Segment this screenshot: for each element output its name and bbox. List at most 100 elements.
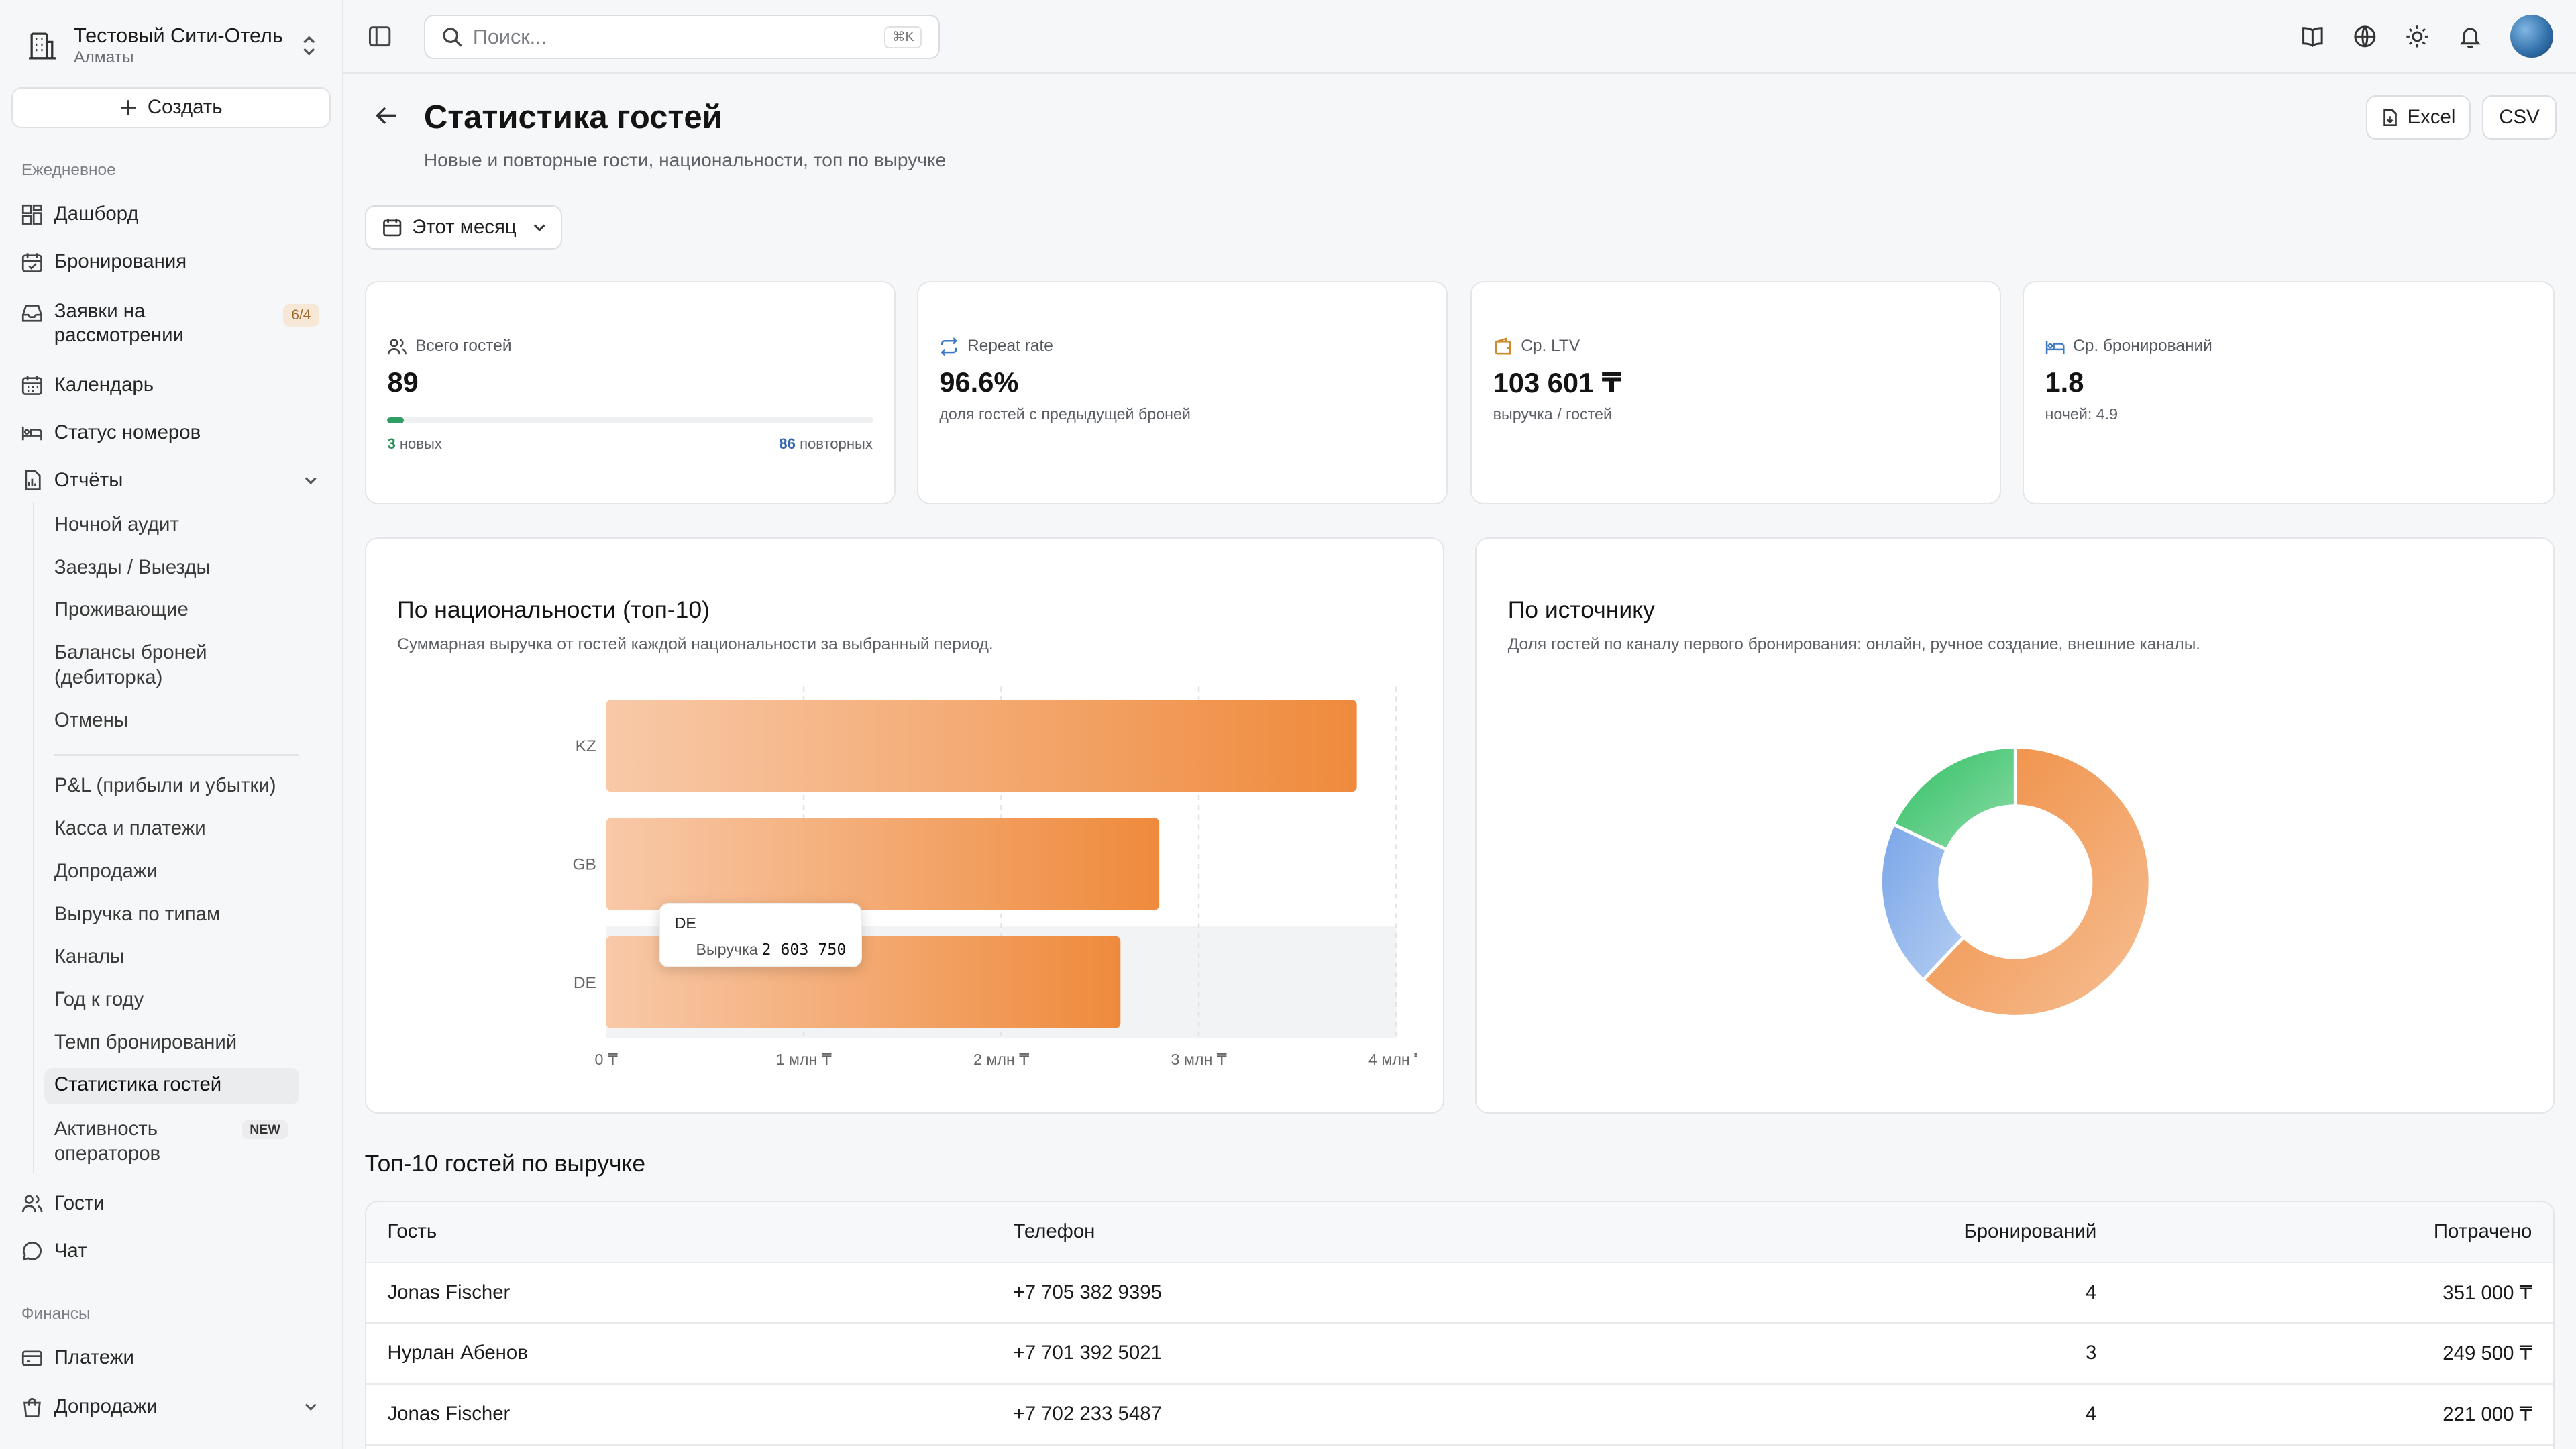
chevron-down-icon: [533, 224, 545, 231]
sub-upsells[interactable]: Допродажи: [54, 859, 158, 882]
table-row[interactable]: Jonas Fischer +7 702 233 5487 4 221 000 …: [366, 1385, 2554, 1446]
col-guest[interactable]: Гость: [387, 1220, 437, 1243]
sidebar-item-label: Бронирования: [54, 250, 187, 273]
topbar: ⌘K: [343, 0, 2576, 74]
tooltip-value: 2 603 750: [761, 941, 847, 959]
active-highlight: [44, 1067, 299, 1104]
period-select[interactable]: Этот месяц: [364, 205, 562, 250]
wallet-icon: [1495, 337, 1511, 355]
hotel-switcher[interactable]: Тестовый Сити-Отель Алматы: [0, 0, 342, 72]
file-download-icon: [2383, 109, 2398, 126]
repeat-count: 86: [779, 435, 796, 452]
chart-title: По национальности (топ-10): [397, 596, 710, 623]
sub-yoy[interactable]: Год к году: [54, 987, 144, 1010]
sub-balances[interactable]: Балансы броней (дебиторка): [54, 641, 207, 690]
kpi-label: Ср. LTV: [1521, 337, 1580, 356]
users-icon: [388, 338, 407, 354]
cell-spent: 351 000 ₸: [2443, 1281, 2532, 1304]
requests-count-badge: 6/4: [283, 304, 319, 327]
sidebar-item-label: Допродажи: [54, 1395, 158, 1418]
sidebar-item-bookings[interactable]: Бронирования: [0, 250, 342, 274]
table-row[interactable]: Jonas Fischer +7 705 382 9395 4 351 000 …: [366, 1263, 2554, 1324]
export-excel-label: Excel: [2407, 106, 2456, 129]
bar-GB[interactable]: [606, 818, 1159, 910]
x-tick-label: 4 млн ₸: [1368, 1050, 1417, 1067]
sub-pnl[interactable]: P&L (прибыли и убытки): [54, 774, 276, 797]
bar-KZ[interactable]: [606, 699, 1357, 792]
kpi-value: 89: [387, 366, 419, 398]
col-phone[interactable]: Телефон: [1013, 1220, 1095, 1243]
topbar-actions: [2300, 15, 2553, 58]
search-shortcut: ⌘K: [884, 25, 922, 48]
dashboard-icon: [21, 204, 42, 225]
bell-icon[interactable]: [2458, 24, 2483, 49]
search-icon: [443, 28, 462, 47]
chat-icon: [22, 1242, 42, 1261]
sub-revenue-types[interactable]: Выручка по типам: [54, 902, 221, 925]
calendar-check-icon: [21, 252, 42, 272]
hotel-city: Алматы: [74, 48, 134, 66]
create-button-label: Создать: [147, 96, 223, 119]
back-arrow-icon[interactable]: [374, 103, 399, 128]
col-spent[interactable]: Потрачено: [2433, 1220, 2532, 1243]
x-tick-label: 2 млн ₸: [973, 1050, 1029, 1067]
kpi-value: 1.8: [2045, 366, 2084, 398]
export-csv-button[interactable]: CSV: [2482, 95, 2557, 140]
building-icon: [29, 32, 57, 60]
slice-external[interactable]: [1891, 745, 2017, 852]
sub-label: Балансы броней: [54, 641, 207, 664]
sidebar-item-room-status[interactable]: Статус номеров: [0, 421, 342, 445]
tooltip-category: DE: [674, 914, 696, 932]
sub-guest-stats[interactable]: Статистика гостей: [54, 1073, 222, 1096]
sub-operators[interactable]: Активность операторов: [54, 1117, 160, 1166]
sidebar-item-chat[interactable]: Чат: [0, 1239, 342, 1264]
kpi-label: Repeat rate: [967, 337, 1053, 356]
y-tick-label: DE: [574, 974, 596, 992]
sub-residents[interactable]: Проживающие: [54, 598, 189, 621]
sidebar-item-reports[interactable]: Отчёты: [0, 468, 342, 493]
submenu-line: [32, 502, 35, 1173]
globe-icon[interactable]: [2353, 24, 2377, 49]
section-finance: Финансы: [21, 1304, 91, 1323]
table-header-row: Гость Телефон Бронирований Потрачено: [366, 1202, 2554, 1263]
slice-online[interactable]: [1921, 745, 2152, 1018]
new-guests-fill: [387, 417, 405, 424]
sidebar-item-calendar[interactable]: Календарь: [0, 373, 342, 398]
create-button[interactable]: Создать: [11, 87, 331, 128]
sub-cancellations[interactable]: Отмены: [54, 708, 128, 731]
kpi-label-row: Всего гостей: [387, 337, 512, 356]
sub-arrivals[interactable]: Заезды / Выезды: [54, 555, 211, 578]
book-open-icon[interactable]: [2300, 24, 2325, 49]
period-label: Этот месяц: [412, 216, 517, 239]
sidebar-item-payments[interactable]: Платежи: [0, 1346, 342, 1371]
export-excel-button[interactable]: Excel: [2365, 95, 2471, 140]
sidebar-item-dashboard[interactable]: Дашборд: [0, 202, 342, 227]
sun-icon[interactable]: [2405, 24, 2430, 49]
table-row[interactable]: Нурлан Абенов +7 701 392 5021 3 249 500 …: [366, 1324, 2554, 1385]
user-avatar[interactable]: [2510, 15, 2553, 58]
sidebar-toggle-icon[interactable]: [368, 25, 391, 48]
sidebar-item-requests[interactable]: Заявки на рассмотрении 6/4: [0, 299, 342, 348]
sub-booking-pace[interactable]: Темп бронирований: [54, 1030, 237, 1053]
calendar-icon: [21, 376, 42, 396]
plus-icon: [121, 100, 136, 115]
sub-night-audit[interactable]: Ночной аудит: [54, 513, 179, 536]
sidebar-item-guests[interactable]: Гости: [0, 1191, 342, 1216]
nationality-bar-chart: 0 ₸ 1 млн ₸ 2 млн ₸ 3 млн ₸ 4 млн ₸ KZ GB DE: [572, 686, 1417, 1067]
users-icon: [21, 1195, 43, 1212]
slice-manual[interactable]: [1879, 822, 1966, 983]
search-box[interactable]: ⌘K: [423, 15, 940, 60]
bed-icon: [2045, 340, 2065, 354]
sidebar-item-upsells[interactable]: Допродажи: [0, 1395, 342, 1419]
sub-channels[interactable]: Каналы: [54, 945, 125, 968]
hotel-name: Тестовый Сити-Отель: [74, 23, 283, 47]
source-donut-chart: [1879, 745, 2152, 1018]
repeat-label: повторных: [800, 435, 873, 452]
search-input[interactable]: [472, 25, 885, 49]
sub-cash[interactable]: Касса и платежи: [54, 817, 206, 840]
y-tick-label: GB: [572, 855, 596, 873]
new-label: новых: [399, 435, 442, 452]
col-bookings[interactable]: Бронирований: [1964, 1220, 2097, 1243]
cell-phone: +7 705 382 9395: [1013, 1281, 1162, 1303]
sidebar-item-label: Платежи: [54, 1346, 134, 1368]
